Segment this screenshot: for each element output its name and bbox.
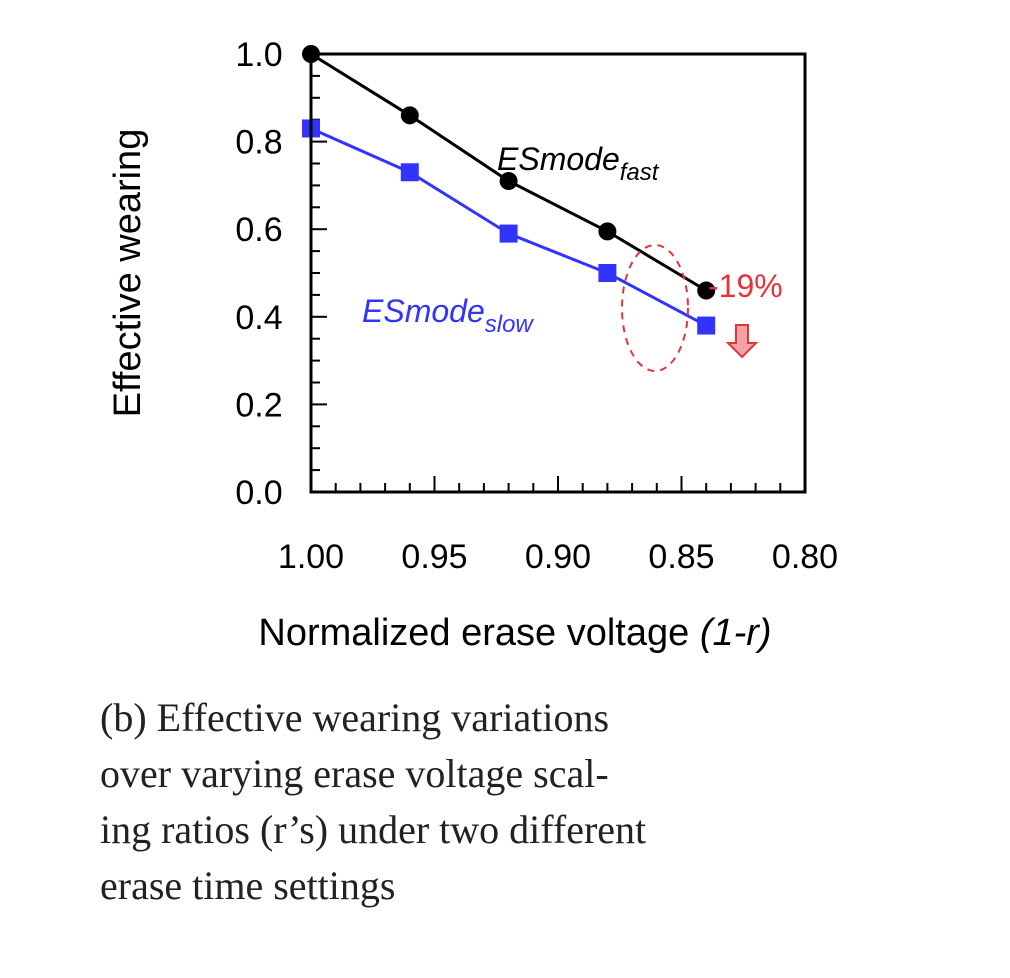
legend-slow-sub: slow	[485, 311, 535, 338]
x-tick-label: 0.95	[401, 538, 467, 576]
legend-label-fast: ESmodefast	[497, 141, 660, 186]
data-point-slow	[697, 316, 716, 335]
y-tick-label: 0.2	[235, 386, 282, 424]
y-tick-label: 0.8	[235, 124, 282, 162]
caption-line: over varying erase voltage scal-	[100, 751, 609, 796]
down-arrow-icon	[725, 324, 759, 359]
highlight-ellipse	[621, 244, 689, 372]
series-markers	[302, 45, 716, 335]
y-tick-label: 0.4	[235, 299, 282, 337]
y-axis-label: Effective wearing	[107, 129, 149, 418]
annotation-text: -19%	[708, 268, 783, 304]
data-point-slow	[499, 224, 518, 243]
y-tick-labels: 0.0 0.2 0.4 0.6 0.8 1.0	[235, 36, 282, 512]
x-axis-label: Normalized erase voltage (1-r)	[258, 612, 771, 654]
x-tick-label: 0.80	[772, 538, 838, 576]
plot-frame	[309, 52, 807, 494]
data-point-fast	[697, 281, 716, 300]
data-point-slow	[400, 163, 419, 182]
x-tick-label: 0.90	[525, 538, 591, 576]
caption-line: ing ratios (r’s) under two different	[100, 807, 647, 852]
x-tick-labels: 1.00 0.95 0.90 0.85 0.80	[278, 538, 838, 576]
data-point-fast	[499, 172, 518, 191]
x-axis-label-italic: (1-r)	[700, 612, 772, 654]
legend-fast-sub: fast	[620, 159, 660, 186]
legend-fast-base: ESmode	[497, 141, 620, 177]
y-tick-label: 0.6	[235, 211, 282, 249]
caption-line: erase time settings	[100, 863, 396, 908]
figure-caption: (b) Effective wearing variations over va…	[100, 690, 860, 914]
x-axis-label-main: Normalized erase voltage	[258, 612, 699, 654]
chart: 0.00.20.40.60.81.0 1.00 0.95 0.90 0.85 0.80 …	[107, 36, 838, 654]
x-tick-label: 1.00	[278, 538, 344, 576]
y-tick-label: 1.0	[235, 36, 282, 74]
data-point-fast	[400, 106, 419, 125]
data-point-slow	[598, 264, 617, 282]
legend-label-slow: ESmodeslow	[362, 293, 534, 338]
data-point-fast	[598, 222, 617, 241]
y-tick-label: 0.0	[235, 474, 282, 512]
x-tick-label: 0.85	[648, 538, 714, 576]
caption-line: (b) Effective wearing variations	[100, 695, 610, 740]
legend-slow-base: ESmode	[362, 293, 485, 329]
